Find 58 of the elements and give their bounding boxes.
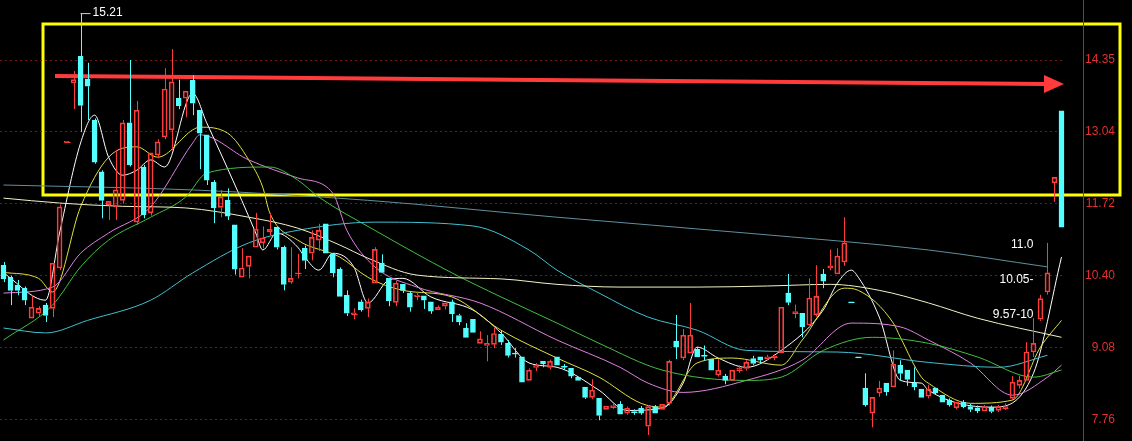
candlestick: [344, 289, 350, 317]
candlestick: [224, 187, 231, 221]
candlestick: [862, 372, 869, 408]
candlestick: [358, 299, 364, 313]
candlestick: [273, 226, 280, 250]
candlestick: [203, 134, 210, 186]
candlestick: [505, 339, 511, 358]
y-tick-label: 13.04: [1084, 123, 1116, 138]
candlestick: [554, 356, 560, 366]
candlestick: [596, 398, 602, 421]
candlestick: [799, 312, 806, 338]
annotation: 11.0: [1011, 237, 1034, 252]
annotation: 10.05-: [999, 272, 1034, 287]
candlestick: [196, 109, 203, 170]
candlestick: [582, 386, 588, 400]
candlestick: [301, 245, 308, 270]
candlestick: [757, 356, 764, 365]
candlestick: [820, 268, 827, 289]
candlestick: [449, 299, 455, 323]
candlestick: [421, 295, 427, 310]
candlestick: [386, 278, 392, 307]
candlestick: [652, 404, 658, 414]
candlestick: [14, 279, 21, 296]
candlestick: [498, 329, 504, 346]
candlestick: [231, 224, 238, 276]
candlestick: [750, 355, 757, 366]
candlestick: [400, 284, 406, 294]
line-series: [3, 184, 1048, 268]
candlestick: [708, 358, 714, 371]
candlestick: [575, 376, 581, 381]
candlestick: [617, 400, 623, 415]
y-tick-label: 14.35: [1084, 52, 1116, 67]
line-series: [3, 221, 1048, 368]
candlestick: [379, 253, 385, 273]
y-tick-label: 9.08: [1091, 339, 1116, 354]
candlestick: [967, 403, 974, 413]
candlestick: [210, 179, 217, 224]
candlestick: [336, 266, 343, 297]
y-tick-label: 7.76: [1091, 412, 1116, 427]
candlestick: [428, 301, 434, 315]
candlestick: [463, 322, 469, 338]
candlestick: [519, 356, 525, 383]
candlestick: [722, 373, 729, 385]
line-series: [3, 166, 1062, 381]
candlestick: [407, 290, 413, 313]
candlestick: [673, 314, 679, 360]
annotation: 9.57-10: [992, 307, 1034, 322]
y-tick-label: 11.72: [1085, 195, 1116, 210]
annotation: 15.21: [92, 5, 123, 20]
candlestick: [329, 254, 336, 278]
candlestick: [189, 74, 196, 116]
candlestick: [322, 223, 329, 254]
candlestick: [694, 346, 700, 358]
candlestick: [568, 368, 574, 379]
candlestick: [785, 273, 792, 306]
y-tick-label: 10.40: [1084, 267, 1116, 282]
candlestick: [470, 318, 476, 333]
line-series: [3, 197, 1062, 338]
